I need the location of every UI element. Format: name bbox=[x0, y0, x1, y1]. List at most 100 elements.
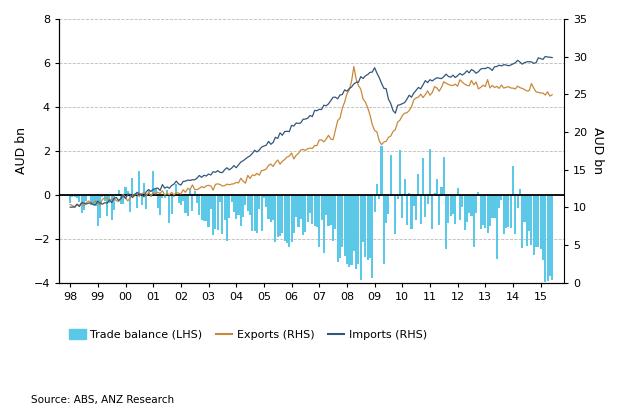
Bar bbox=[521, 195, 523, 249]
Bar bbox=[516, 195, 519, 208]
Bar bbox=[433, 193, 436, 195]
Bar bbox=[305, 195, 306, 232]
Bar bbox=[171, 195, 173, 214]
Bar bbox=[373, 195, 376, 212]
Bar bbox=[249, 195, 251, 215]
Bar bbox=[344, 195, 345, 256]
Bar bbox=[122, 195, 124, 204]
Bar bbox=[80, 195, 83, 213]
Bar bbox=[429, 149, 431, 195]
Bar bbox=[254, 195, 256, 231]
Bar bbox=[404, 179, 405, 195]
Bar bbox=[286, 195, 288, 243]
Bar bbox=[422, 158, 424, 195]
Bar bbox=[408, 193, 410, 195]
Bar bbox=[362, 195, 364, 242]
Bar bbox=[489, 195, 491, 226]
Bar bbox=[184, 195, 186, 214]
Bar bbox=[251, 195, 253, 231]
Bar bbox=[290, 195, 293, 242]
Imports (RHS) bbox=[548, 55, 556, 60]
Bar bbox=[267, 195, 269, 219]
Bar bbox=[314, 195, 316, 226]
Bar bbox=[180, 195, 182, 205]
Bar bbox=[150, 195, 152, 197]
Bar bbox=[466, 195, 468, 222]
Bar bbox=[240, 195, 242, 225]
Bar bbox=[106, 195, 108, 216]
Bar bbox=[346, 195, 348, 264]
Bar bbox=[134, 193, 136, 195]
Bar bbox=[189, 189, 191, 195]
Bar bbox=[162, 195, 163, 198]
Bar bbox=[187, 195, 189, 216]
Exports (RHS) bbox=[503, 85, 510, 90]
Bar bbox=[454, 195, 456, 224]
Bar bbox=[369, 195, 371, 258]
Bar bbox=[339, 195, 341, 258]
Bar bbox=[309, 195, 311, 213]
Bar bbox=[381, 147, 383, 195]
Bar bbox=[470, 195, 472, 216]
Bar bbox=[376, 184, 378, 195]
Bar bbox=[459, 195, 461, 220]
Exports (RHS) bbox=[74, 202, 81, 207]
Bar bbox=[445, 195, 447, 249]
Bar bbox=[482, 195, 484, 225]
Bar bbox=[124, 187, 126, 195]
Bar bbox=[258, 195, 261, 209]
Bar bbox=[334, 195, 336, 229]
Bar bbox=[191, 195, 193, 211]
Bar bbox=[365, 195, 366, 257]
Bar bbox=[263, 195, 265, 199]
Bar bbox=[452, 195, 454, 214]
Bar bbox=[424, 195, 426, 217]
Bar bbox=[394, 195, 396, 234]
Bar bbox=[383, 195, 385, 264]
Bar bbox=[399, 150, 401, 195]
Exports (RHS) bbox=[170, 193, 178, 197]
Imports (RHS) bbox=[295, 121, 302, 126]
Bar bbox=[360, 195, 361, 280]
Bar bbox=[498, 195, 500, 208]
Bar bbox=[415, 195, 417, 221]
Bar bbox=[182, 195, 184, 201]
Bar bbox=[226, 195, 228, 241]
Bar bbox=[92, 195, 94, 204]
Bar bbox=[120, 195, 122, 204]
Bar bbox=[284, 195, 286, 241]
Bar bbox=[357, 195, 360, 265]
Bar bbox=[203, 195, 205, 221]
Bar bbox=[207, 195, 210, 228]
Bar bbox=[436, 179, 438, 195]
Bar bbox=[230, 195, 233, 202]
Bar bbox=[327, 195, 329, 226]
Bar bbox=[464, 195, 465, 230]
Bar bbox=[549, 195, 551, 276]
Bar bbox=[477, 193, 480, 195]
Bar bbox=[118, 190, 119, 195]
Bar bbox=[95, 195, 97, 206]
Bar bbox=[298, 195, 300, 227]
Bar bbox=[475, 195, 477, 213]
Bar bbox=[113, 195, 115, 210]
Line: Exports (RHS): Exports (RHS) bbox=[70, 66, 552, 208]
Bar bbox=[277, 195, 279, 237]
Bar bbox=[131, 178, 134, 195]
Bar bbox=[76, 195, 78, 197]
Bar bbox=[136, 195, 138, 208]
Bar bbox=[175, 184, 177, 195]
Bar bbox=[159, 195, 161, 215]
Bar bbox=[484, 195, 487, 228]
Bar bbox=[355, 195, 357, 269]
Bar bbox=[214, 195, 217, 230]
Text: Source: ABS, ANZ Research: Source: ABS, ANZ Research bbox=[31, 395, 174, 405]
Bar bbox=[104, 195, 106, 201]
Bar bbox=[392, 195, 394, 196]
Bar bbox=[74, 195, 76, 197]
Bar bbox=[542, 195, 544, 260]
Bar bbox=[115, 195, 118, 196]
Bar bbox=[533, 195, 535, 254]
Bar bbox=[71, 195, 74, 197]
Bar bbox=[473, 195, 475, 247]
